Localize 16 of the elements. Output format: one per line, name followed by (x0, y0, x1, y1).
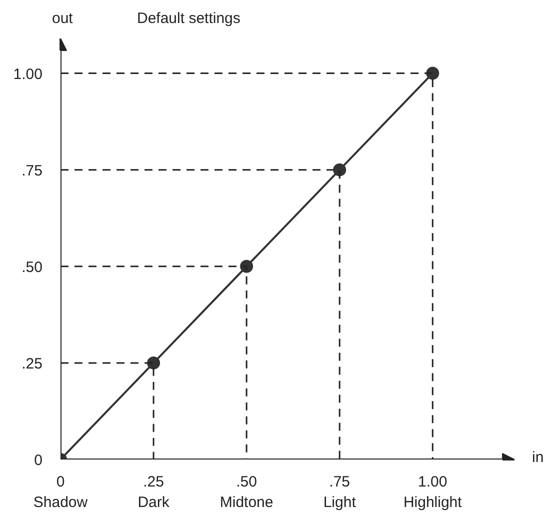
x-tick-label: .75 Light (323, 474, 357, 511)
chart-title: Default settings (137, 9, 240, 29)
y-tick-label: 0 (34, 452, 42, 469)
point (333, 163, 346, 176)
point (147, 356, 160, 370)
x-tick-label: .50 Midtone (220, 474, 274, 511)
y-tick-label: .50 (22, 258, 43, 276)
point (426, 66, 440, 80)
x-tick-label: 1.00 Highlight (403, 474, 463, 511)
y-tick-label: .25 (22, 355, 43, 372)
x-axis-title: in (532, 448, 544, 468)
y-axis-title: out (52, 9, 73, 29)
y-tick-label: 1.00 (13, 66, 43, 83)
y-tick-label: .75 (22, 162, 43, 180)
x-tick-label: 0 Shadow (33, 474, 88, 511)
x-tick-label: .25 Dark (138, 474, 170, 511)
